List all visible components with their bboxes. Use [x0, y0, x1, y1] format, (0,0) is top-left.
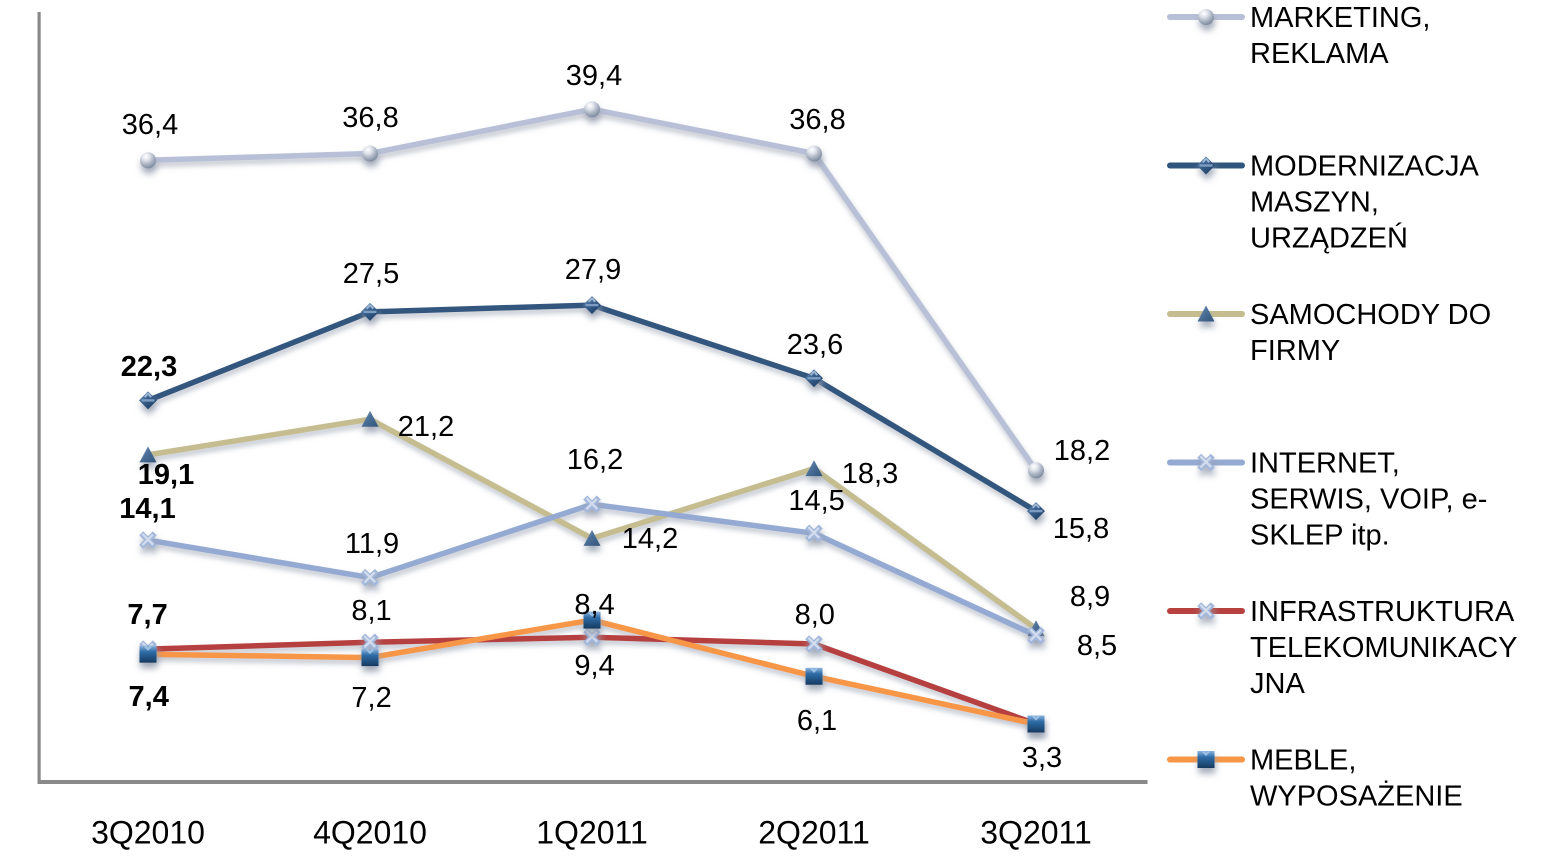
svg-text:MARKETING,REKLAMA: MARKETING, REKLAMA: [1250, 2, 1430, 70]
svg-text:6,1: 6,1: [797, 705, 837, 737]
svg-text:8,0: 8,0: [795, 599, 835, 631]
svg-text:21,2: 21,2: [398, 411, 454, 443]
svg-text:11,9: 11,9: [345, 528, 399, 560]
svg-text:16,2: 16,2: [567, 444, 623, 476]
svg-text:9,4: 9,4: [574, 650, 614, 682]
svg-text:18,3: 18,3: [842, 458, 898, 490]
svg-text:27,9: 27,9: [565, 254, 621, 286]
svg-text:3,3: 3,3: [1022, 742, 1062, 774]
svg-text:19,1: 19,1: [138, 459, 194, 491]
svg-text:36,8: 36,8: [342, 102, 398, 134]
svg-text:8,4: 8,4: [574, 589, 614, 621]
svg-text:MEBLE,WYPOSAŻENIE: MEBLE, WYPOSAŻENIE: [1250, 745, 1463, 813]
svg-text:INTERNET,SERWIS, VOIP, e-SKLEP: INTERNET, SERWIS, VOIP, e-SKLEP itp.: [1250, 448, 1487, 552]
svg-text:27,5: 27,5: [343, 258, 399, 290]
svg-text:2Q2011: 2Q2011: [758, 815, 870, 851]
svg-text:7,7: 7,7: [127, 599, 167, 631]
svg-text:8,1: 8,1: [351, 595, 391, 627]
svg-text:3Q2011: 3Q2011: [980, 815, 1092, 851]
svg-text:8,5: 8,5: [1077, 630, 1117, 662]
svg-text:7,2: 7,2: [351, 682, 391, 714]
svg-text:1Q2011: 1Q2011: [536, 815, 648, 851]
svg-text:36,8: 36,8: [789, 104, 845, 136]
svg-text:22,3: 22,3: [121, 351, 177, 383]
svg-text:23,6: 23,6: [787, 329, 843, 361]
svg-text:18,2: 18,2: [1054, 435, 1110, 467]
svg-text:39,4: 39,4: [566, 60, 622, 92]
svg-text:14,5: 14,5: [788, 485, 844, 517]
svg-text:8,9: 8,9: [1070, 581, 1110, 613]
svg-text:14,2: 14,2: [622, 523, 678, 555]
svg-text:4Q2010: 4Q2010: [313, 815, 427, 851]
svg-text:14,1: 14,1: [119, 493, 175, 525]
svg-text:36,4: 36,4: [122, 109, 178, 141]
svg-text:15,8: 15,8: [1053, 513, 1109, 545]
svg-text:3Q2010: 3Q2010: [91, 815, 205, 851]
svg-text:7,4: 7,4: [129, 681, 169, 713]
